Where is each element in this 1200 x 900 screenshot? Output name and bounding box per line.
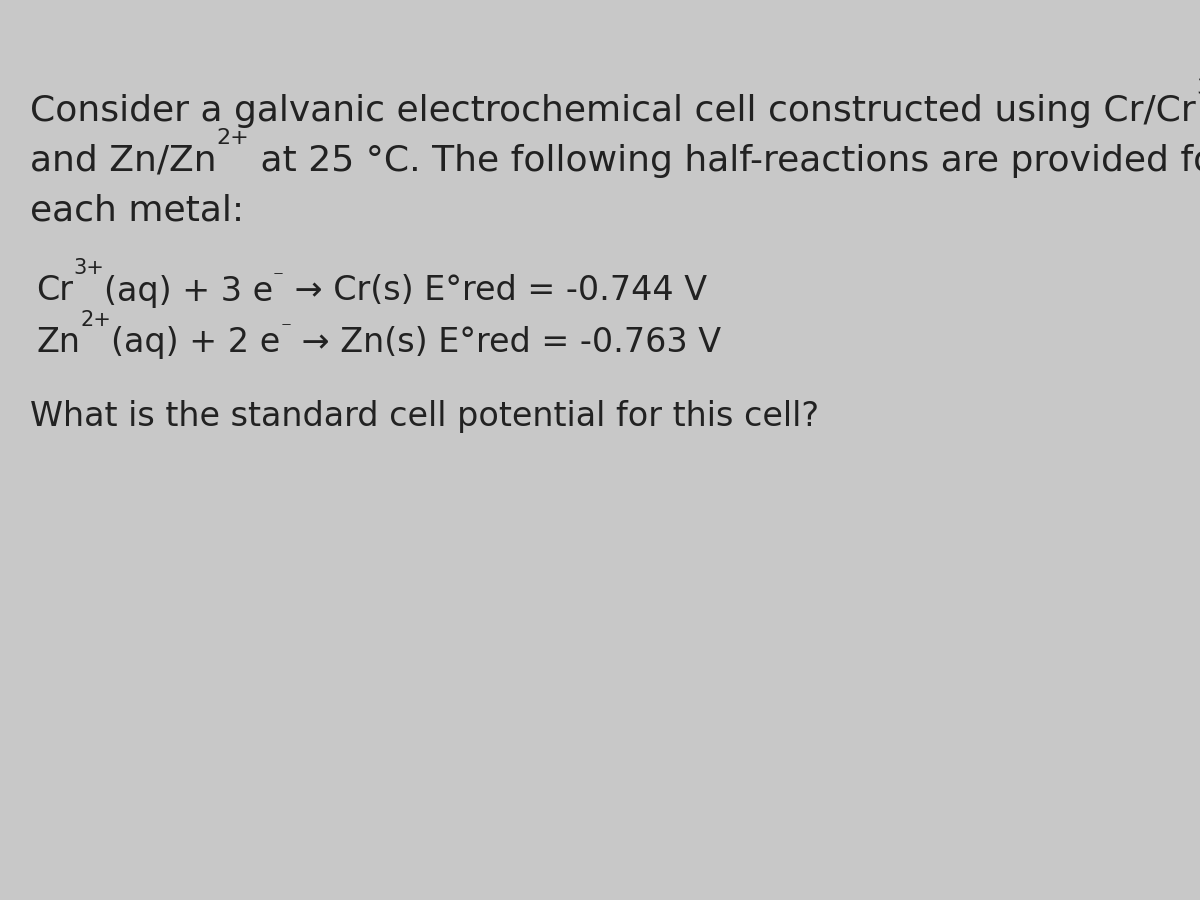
Text: at 25 °C. The following half-reactions are provided for: at 25 °C. The following half-reactions a… bbox=[250, 144, 1200, 178]
Text: What is the standard cell potential for this cell?: What is the standard cell potential for … bbox=[30, 400, 820, 434]
Text: each metal:: each metal: bbox=[30, 194, 244, 228]
Text: ⁻: ⁻ bbox=[274, 268, 284, 288]
Text: 3+: 3+ bbox=[1195, 78, 1200, 98]
Text: → Zn(s) E°red = -0.763 V: → Zn(s) E°red = -0.763 V bbox=[292, 326, 721, 359]
Text: (aq) + 2 e: (aq) + 2 e bbox=[110, 326, 280, 359]
Text: (aq) + 3 e: (aq) + 3 e bbox=[104, 274, 274, 308]
Text: 2+: 2+ bbox=[80, 310, 110, 329]
Text: 3+: 3+ bbox=[73, 258, 104, 278]
Text: ⁻: ⁻ bbox=[280, 320, 292, 339]
Text: Zn: Zn bbox=[36, 326, 80, 359]
Text: 2+: 2+ bbox=[217, 128, 250, 148]
Text: Cr: Cr bbox=[36, 274, 73, 308]
Text: Consider a galvanic electrochemical cell constructed using Cr/Cr: Consider a galvanic electrochemical cell… bbox=[30, 94, 1195, 129]
Text: and Zn/Zn: and Zn/Zn bbox=[30, 144, 217, 178]
Text: → Cr(s) E°red = -0.744 V: → Cr(s) E°red = -0.744 V bbox=[284, 274, 707, 308]
